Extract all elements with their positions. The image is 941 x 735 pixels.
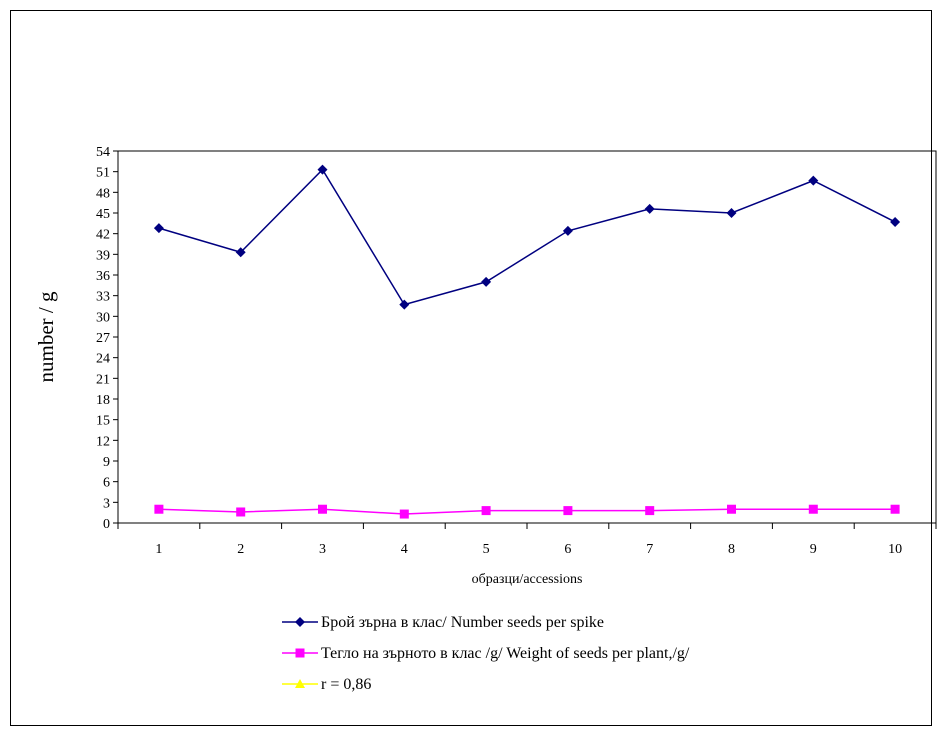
y-tick-label: 51 [96,166,110,181]
y-tick-label: 42 [96,228,110,243]
data-point-1 [317,164,328,175]
y-tick-label: 15 [96,414,110,429]
data-point-2 [645,506,655,516]
legend-label-3: r = 0,86 [321,676,371,693]
legend-label-2: Тегло на зърното в клас /g/ Weight of se… [321,645,690,662]
data-point-2 [154,504,164,514]
legend-marker-2 [295,648,305,658]
y-tick-label: 6 [103,476,110,491]
data-point-2 [236,507,246,517]
x-tick-label: 3 [319,542,326,557]
data-point-1 [399,299,410,310]
legend: Брой зърна в клас/ Number seeds per spik… [282,614,690,693]
y-tick-label: 24 [96,352,110,367]
y-tick-label: 3 [103,496,110,511]
data-point-1 [153,223,164,234]
y-tick-label: 45 [96,207,110,222]
y-tick-label: 12 [96,434,110,449]
x-tick-label: 9 [810,542,817,557]
y-tick-label: 48 [96,186,110,201]
data-point-2 [563,506,573,516]
data-point-1 [562,225,573,236]
x-tick-label: 2 [237,542,244,557]
data-point-2 [727,504,736,514]
y-tick-label: 21 [96,372,110,387]
legend-marker-1 [295,617,305,627]
series-line-2 [158,508,896,515]
legend-marker-3 [295,679,305,688]
data-point-1 [808,175,819,186]
data-point-1 [644,203,655,214]
data-point-2 [481,506,491,516]
series-line-1 [158,168,896,306]
data-point-1 [481,276,492,287]
data-point-2 [318,504,327,514]
y-tick-label: 9 [103,455,110,470]
y-tick-label: 27 [96,331,110,346]
x-tick-label: 7 [646,542,653,557]
data-point-1 [235,247,246,258]
x-tick-label: 8 [728,542,735,557]
x-tick-label: 6 [564,542,571,557]
y-tick-label: 0 [103,517,110,532]
x-tick-label: 1 [155,542,162,557]
x-tick-label: 4 [401,542,408,557]
y-tick-label: 39 [96,248,110,263]
data-point-2 [399,509,409,519]
y-tick-label: 54 [96,145,110,160]
plot-border [117,150,937,524]
data-point-1 [890,216,901,227]
x-axis-label: образци/accessions [472,572,583,587]
y-tick-label: 30 [96,310,110,325]
y-tick-label: 33 [96,290,110,305]
data-point-2 [890,504,900,514]
chart-frame [10,10,932,726]
data-point-1 [726,208,737,218]
x-tick-label: 5 [483,542,490,557]
y-tick-label: 18 [96,393,110,408]
y-tick-label: 36 [96,269,110,284]
legend-label-1: Брой зърна в клас/ Number seeds per spik… [321,614,604,631]
x-tick-label: 10 [888,542,902,557]
data-point-2 [808,504,818,514]
y-axis-label: number / g [34,291,58,382]
